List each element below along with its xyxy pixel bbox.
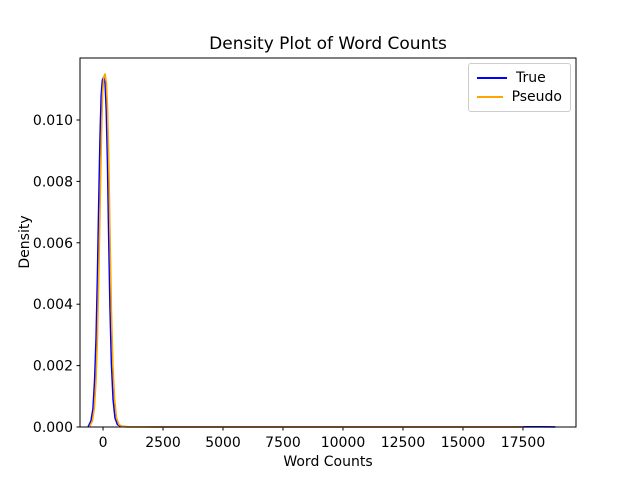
legend-item-true: True [477, 71, 562, 85]
legend: True Pseudo [468, 63, 571, 112]
y-tick-label: 0.006 [33, 236, 73, 252]
x-tick-label: 17500 [501, 435, 546, 451]
series-line-true [87, 76, 556, 428]
y-axis-label: Density [17, 215, 33, 269]
series-line-pseudo [88, 73, 524, 428]
legend-item-pseudo: Pseudo [477, 90, 562, 104]
plot-frame [79, 57, 577, 428]
x-tick-label: 7500 [265, 435, 301, 451]
x-tick-label: 5000 [205, 435, 241, 451]
y-tick-label: 0.000 [33, 420, 73, 436]
legend-line-sample-true [477, 76, 507, 80]
y-tick-label: 0.010 [33, 113, 73, 129]
x-tick-label: 0 [99, 435, 108, 451]
x-tick-label: 12500 [381, 435, 426, 451]
x-axis-label: Word Counts [283, 454, 373, 470]
chart-title: Density Plot of Word Counts [209, 34, 447, 54]
legend-line-sample-pseudo [477, 95, 503, 99]
x-tick-label: 2500 [145, 435, 181, 451]
legend-label-true: True [516, 70, 546, 86]
y-tick-label: 0.008 [33, 174, 73, 190]
y-tick-label: 0.002 [33, 359, 73, 375]
legend-label-pseudo: Pseudo [511, 89, 562, 105]
y-tick-label: 0.004 [33, 297, 73, 313]
x-tick-label: 10000 [321, 435, 366, 451]
x-tick-label: 15000 [441, 435, 486, 451]
